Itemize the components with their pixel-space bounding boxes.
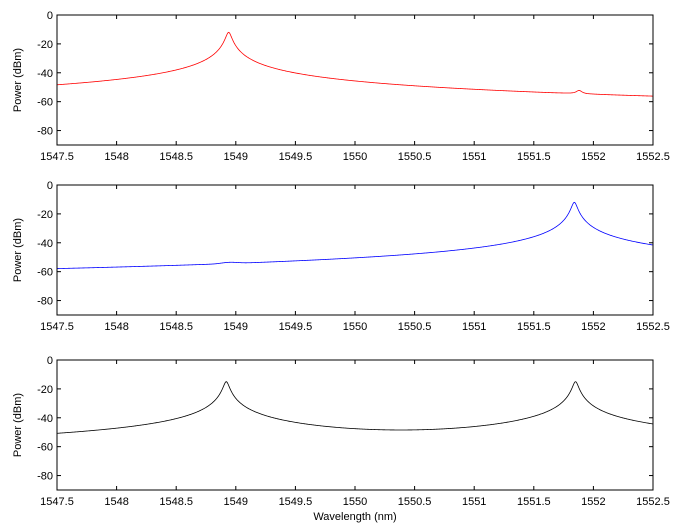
y-tick-label: -20 xyxy=(37,209,53,221)
y-tick-label: -60 xyxy=(37,97,53,109)
x-tick-label: 1547.5 xyxy=(40,151,74,163)
x-tick-label: 1552 xyxy=(581,151,605,163)
x-tick-label: 1549 xyxy=(224,151,248,163)
chart-panel-1: 1547.5 1548 1548.5 1549 1549.5 1550 1550.5 1551… xyxy=(12,10,670,163)
x-tick-label: 1552.5 xyxy=(636,496,670,508)
x-tick-label: 1551.5 xyxy=(517,321,551,333)
x-tick-label: 1552 xyxy=(581,496,605,508)
y-tick-label: -60 xyxy=(37,267,53,279)
y-tick-label: -40 xyxy=(37,68,53,80)
x-tick-label: 1549.5 xyxy=(279,151,313,163)
series-line-3-1 xyxy=(57,381,653,434)
x-tick-label: 1552.5 xyxy=(636,151,670,163)
series-line-2-1 xyxy=(57,201,653,269)
x-axis-label: Wavelength (nm) xyxy=(313,511,396,523)
x-tick-label: 1547.5 xyxy=(40,496,74,508)
x-tick-label: 1548 xyxy=(104,151,128,163)
x-tick-label: 1550 xyxy=(343,151,367,163)
x-tick-label: 1551.5 xyxy=(517,151,551,163)
y-tick-label: -80 xyxy=(37,296,53,308)
x-tick-label: 1547.5 xyxy=(40,321,74,333)
y-tick-label: -40 xyxy=(37,413,53,425)
x-tick-label: 1549.5 xyxy=(279,496,313,508)
plot-frame xyxy=(56,14,654,146)
chart-panel-3: 1547.5 1548 1548.5 1549 1549.5 1550 1550.5 1551… xyxy=(12,355,670,523)
x-tick-label: 1550.5 xyxy=(398,321,432,333)
y-tick-label: -60 xyxy=(37,442,53,454)
chart-panel-2: 1547.5 1548 1548.5 1549 1549.5 1550 1550.5 1551… xyxy=(12,180,670,333)
y-tick-label: -20 xyxy=(37,384,53,396)
x-tick-label: 1549.5 xyxy=(279,321,313,333)
y-tick-label: 0 xyxy=(47,180,53,192)
x-tick-label: 1552 xyxy=(581,321,605,333)
y-tick-label: -80 xyxy=(37,471,53,483)
series-line-1-1 xyxy=(57,31,653,97)
x-tick-label: 1549 xyxy=(224,321,248,333)
x-tick-label: 1551 xyxy=(462,496,486,508)
x-tick-label: 1551 xyxy=(462,321,486,333)
y-tick-label: -20 xyxy=(37,39,53,51)
plot-frame xyxy=(56,359,654,491)
x-tick-label: 1549 xyxy=(224,496,248,508)
x-tick-label: 1550.5 xyxy=(398,496,432,508)
x-tick-label: 1550.5 xyxy=(398,151,432,163)
y-tick-label: 0 xyxy=(47,355,53,367)
x-tick-label: 1550 xyxy=(343,496,367,508)
plot-frame xyxy=(56,184,654,316)
y-axis-label: Power (dBm) xyxy=(12,48,24,112)
y-tick-label: 0 xyxy=(47,10,53,22)
x-tick-label: 1552.5 xyxy=(636,321,670,333)
x-tick-label: 1548.5 xyxy=(159,496,193,508)
y-axis-label: Power (dBm) xyxy=(12,218,24,282)
y-axis-label: Power (dBm) xyxy=(12,393,24,457)
x-tick-label: 1551 xyxy=(462,151,486,163)
x-tick-label: 1551.5 xyxy=(517,496,551,508)
x-tick-label: 1548 xyxy=(104,321,128,333)
x-tick-label: 1548.5 xyxy=(159,151,193,163)
x-tick-label: 1548.5 xyxy=(159,321,193,333)
x-tick-label: 1548 xyxy=(104,496,128,508)
y-tick-label: -80 xyxy=(37,126,53,138)
x-tick-label: 1550 xyxy=(343,321,367,333)
y-tick-label: -40 xyxy=(37,238,53,250)
